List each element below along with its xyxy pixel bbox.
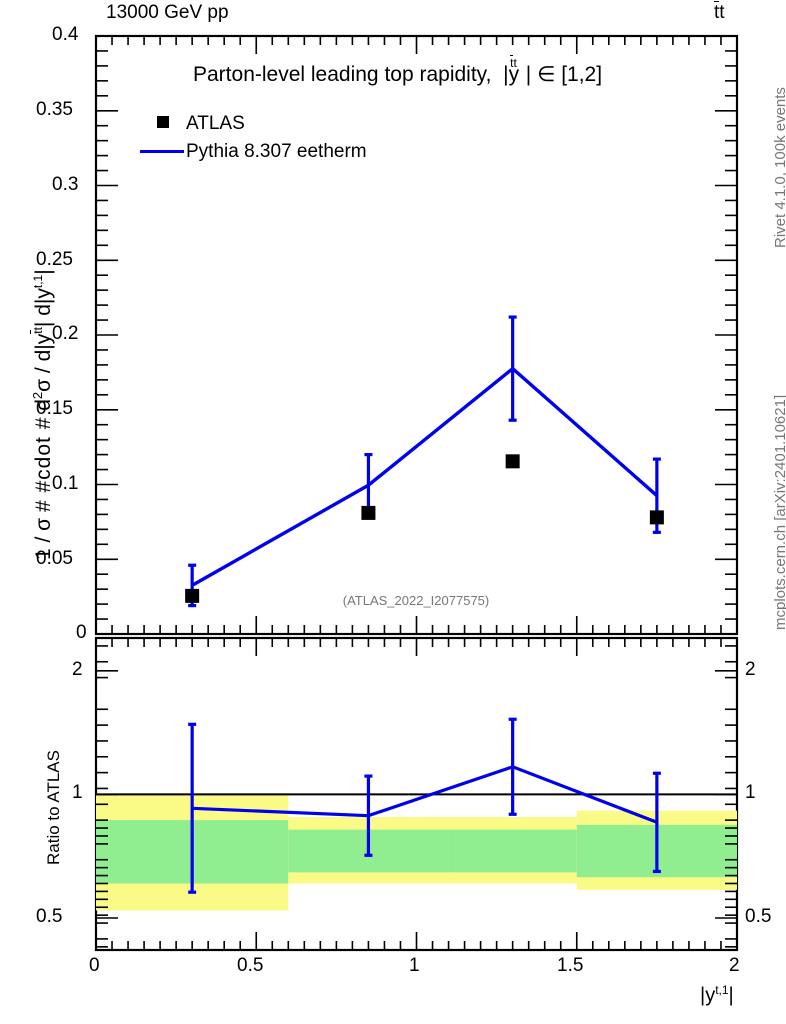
header-process-label: tt: [714, 1, 725, 23]
x-axis-title: |yt,1|: [700, 983, 734, 1007]
legend-entry-pythia[interactable]: Pythia 8.307 eetherm: [140, 138, 367, 166]
page-title: Parton-level leading top rapidity, |ytt |…: [193, 55, 603, 87]
mc-series-ratio: [188, 717, 661, 894]
legend: ATLAS Pythia 8.307 eetherm: [140, 110, 367, 166]
xtick-1: 1: [409, 955, 420, 976]
ratio-ytick-0.5: 0.5: [36, 906, 63, 927]
main-ytick-0.1: 0.1: [52, 473, 79, 494]
main-ytick-0.3: 0.3: [52, 174, 79, 195]
main-ytick-0.4: 0.4: [52, 24, 79, 45]
ratio-y-axis-title: Ratio to ATLAS: [44, 750, 63, 865]
ratio-ytick-2: 2: [72, 659, 83, 680]
ratio-ytick-right-1: 1: [745, 782, 756, 803]
data-marker: [505, 454, 520, 469]
xtick-0.5: 0.5: [237, 955, 264, 976]
data-series-main: [185, 454, 664, 603]
ratio-y-ticks: [96, 645, 737, 948]
ratio-ytick-right-0.5: 0.5: [745, 906, 772, 927]
main-ytick-0.25: 0.25: [36, 249, 73, 270]
main-ytick-0.15: 0.15: [36, 398, 73, 419]
analysis-watermark: (ATLAS_2022_I2077575): [343, 593, 489, 608]
xtick-0: 0: [89, 955, 100, 976]
xtick-1.5: 1.5: [557, 955, 584, 976]
main-ytick-0.35: 0.35: [36, 99, 73, 120]
main-ytick-0.2: 0.2: [52, 323, 79, 344]
rivet-version-note: Rivet 4.1.0, 100k events: [772, 87, 786, 248]
legend-entry-atlas[interactable]: ATLAS: [140, 110, 367, 138]
header-beam-label: 13000 GeV pp: [106, 2, 229, 23]
main-y-ticks: [96, 35, 737, 635]
main-ytick-0: 0: [76, 622, 87, 643]
page-title-math: |ytt | ∈ [1,2]: [497, 55, 603, 86]
legend-label-pythia: Pythia 8.307 eetherm: [186, 141, 367, 162]
legend-square-marker: [140, 115, 186, 133]
data-marker: [361, 505, 376, 520]
main-ytick-0.05: 0.05: [36, 548, 73, 569]
ratio-ytick-right-2: 2: [745, 659, 756, 680]
main-x-ticks: [95, 36, 738, 634]
page-title-text: Parton-level leading top rapidity,: [193, 63, 492, 86]
legend-label-atlas: ATLAS: [186, 113, 245, 134]
data-marker: [649, 510, 664, 525]
legend-line-marker: [140, 143, 186, 161]
main-y-axis-title: 1 / σ # #cdot # d2σ / d|ytt| d|yt,1|: [30, 269, 55, 560]
ratio-x-ticks: [95, 638, 738, 950]
band-inner: [448, 829, 577, 873]
mcplots-source-note: mcplots.cern.ch [arXiv:2401.10621]: [772, 394, 786, 630]
xtick-2: 2: [729, 955, 740, 976]
mc-series-main: [188, 315, 661, 608]
data-marker: [185, 588, 200, 603]
ratio-ytick-1: 1: [72, 782, 83, 803]
